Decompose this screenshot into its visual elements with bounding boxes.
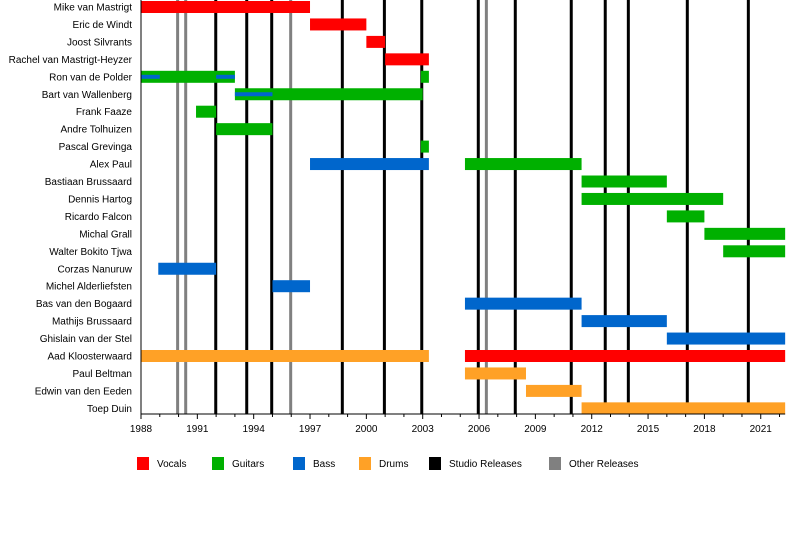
bar-guitars (581, 175, 667, 188)
member-name-label: Pascal Grevinga (59, 142, 133, 153)
member-name-label: Michel Alderliefsten (46, 282, 132, 293)
legend-label: Drums (379, 459, 408, 470)
bar-vocals (366, 35, 386, 48)
x-tick-label: 1994 (243, 424, 266, 435)
bar-drums (581, 402, 786, 415)
bar-guitars (464, 158, 582, 171)
legend-swatch-guitars (212, 457, 224, 470)
x-tick-label: 2003 (412, 424, 435, 435)
bar-guitars (196, 105, 217, 118)
member-labels: Mike van Mastrigt Eric de Windt Joost Silv… (9, 3, 133, 415)
legend-swatch-other-releases (549, 457, 561, 470)
legend-swatch-drums (359, 457, 371, 470)
member-name-label: Bart van Wallenberg (42, 90, 132, 101)
release-lines (176, 0, 750, 414)
legend-label: Vocals (157, 459, 186, 470)
bar-bass (310, 158, 429, 171)
member-name-label: Alex Paul (90, 160, 132, 171)
member-name-label: Frank Faaze (76, 107, 133, 118)
bar-vocals (310, 18, 367, 31)
bar-bass (581, 315, 667, 328)
x-tick-label: 2021 (750, 424, 773, 435)
member-name-label: Mathijs Brussaard (52, 317, 132, 328)
bar-guitars (420, 140, 429, 153)
member-name-label: Joost Silvrants (67, 37, 132, 48)
member-name-label: Bas van den Bogaard (36, 299, 132, 310)
legend-label: Studio Releases (449, 459, 522, 470)
bar-vocals (141, 1, 311, 13)
x-tick-label: 2018 (693, 424, 716, 435)
member-name-label: Aad Kloosterwaard (48, 352, 133, 363)
bar-guitars (723, 245, 786, 258)
legend-swatch-bass (293, 457, 305, 470)
member-name-label: Edwin van den Eeden (35, 386, 132, 397)
stripe-bass (141, 74, 160, 79)
legend: Vocals Guitars Bass Drums Studio Releases Oth… (137, 457, 638, 470)
bar-vocals (464, 350, 786, 362)
x-tick-label: 2006 (468, 424, 491, 435)
legend-label: Bass (313, 459, 335, 470)
x-tick-label: 2000 (355, 424, 378, 435)
bar-guitars (141, 70, 235, 83)
member-name-label: Andre Tolhuizen (60, 125, 132, 136)
member-name-label: Rachel van Mastrigt-Heyzer (9, 55, 133, 66)
legend-label: Other Releases (569, 459, 638, 470)
member-name-label: Toep Duin (87, 404, 132, 415)
bar-drums (141, 350, 429, 362)
member-name-label: Corzas Nanuruw (58, 264, 133, 275)
bar-guitars (704, 227, 786, 240)
x-tick-label: 1991 (186, 424, 209, 435)
stripe-bass (216, 74, 235, 79)
bar-guitars (581, 192, 724, 205)
bar-drums (525, 384, 582, 397)
bar-drums (464, 367, 526, 380)
bar-bass (666, 332, 786, 345)
x-tick-label: 2009 (524, 424, 547, 435)
member-name-label: Dennis Hartog (68, 194, 132, 205)
member-name-label: Michal Grall (79, 229, 132, 240)
member-name-label: Ricardo Falcon (65, 212, 132, 223)
legend-swatch-studio-releases (429, 457, 441, 470)
member-name-label: Ron van de Polder (49, 72, 133, 83)
bar-vocals (385, 53, 429, 66)
member-name-label: Walter Bokito Tjwa (49, 247, 132, 258)
bar-bass (272, 280, 311, 293)
x-tick-label: 1988 (130, 424, 153, 435)
x-axis: 1988 1991 1994 1997 2000 2003 2006 2009 2012 2015… (130, 0, 786, 435)
legend-swatch-vocals (137, 457, 149, 470)
legend-label: Guitars (232, 459, 264, 470)
bar-bass (158, 262, 217, 275)
bar-guitars (216, 123, 273, 136)
bar-bass (464, 297, 582, 310)
member-name-label: Eric de Windt (73, 20, 133, 31)
member-bars (141, 1, 786, 415)
member-name-label: Ghislain van der Stel (40, 334, 132, 345)
bar-guitars (666, 210, 705, 223)
member-name-label: Bastiaan Brussaard (45, 177, 132, 188)
member-name-label: Mike van Mastrigt (54, 3, 133, 14)
bar-guitars (234, 88, 423, 101)
x-tick-label: 2015 (637, 424, 660, 435)
stripe-bass (234, 92, 273, 97)
bar-guitars (420, 70, 429, 83)
x-tick-label: 2012 (581, 424, 604, 435)
x-tick-label: 1997 (299, 424, 322, 435)
member-name-label: Paul Beltman (73, 369, 132, 380)
